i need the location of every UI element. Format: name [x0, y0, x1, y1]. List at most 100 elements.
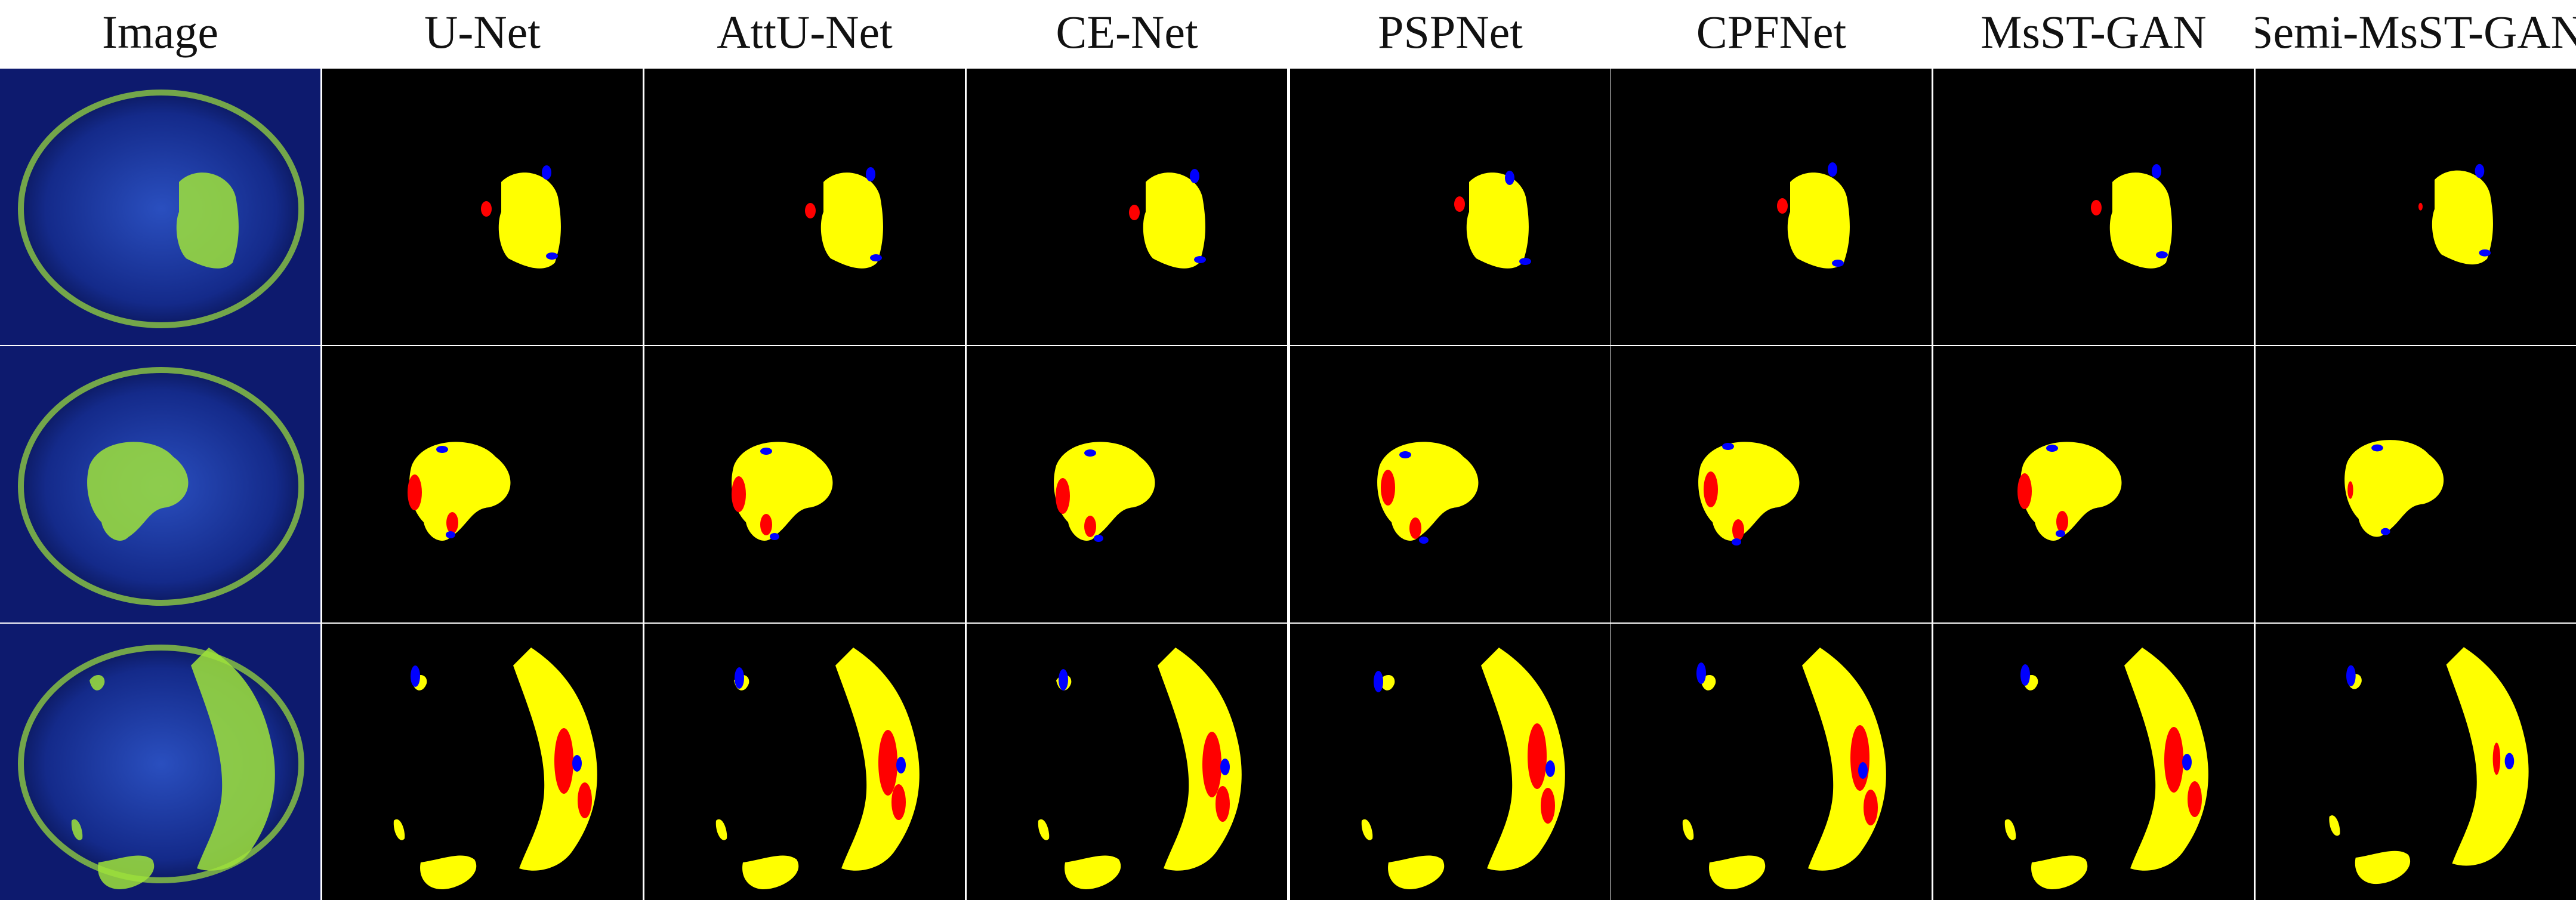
- false-positive-region: [481, 201, 492, 217]
- false-negative-region: [2479, 249, 2491, 257]
- true-positive-region: [1361, 648, 1565, 889]
- mask-row-1-col-1: [322, 69, 643, 345]
- column-header-3: CE-Net: [1056, 6, 1198, 58]
- false-negative-region: [572, 755, 582, 772]
- false-positive-region: [1864, 790, 1878, 825]
- false-positive-region: [2017, 473, 2032, 509]
- false-negative-region: [2346, 665, 2356, 686]
- column-header-5: CPFNet: [1696, 6, 1847, 58]
- false-positive-region: [2347, 481, 2353, 499]
- false-negative-region: [1732, 538, 1741, 546]
- column-header-0: Image: [102, 6, 218, 58]
- true-positive-region: [732, 442, 833, 541]
- false-negative-region: [2504, 753, 2515, 770]
- true-positive-region: [715, 648, 920, 889]
- false-negative-region: [436, 446, 448, 453]
- false-negative-region: [1828, 162, 1837, 177]
- column-header-4: PSPNet: [1378, 6, 1523, 58]
- mask-row-2-col-1: [322, 346, 643, 622]
- true-positive-region: [2004, 648, 2208, 889]
- false-positive-region: [1381, 470, 1395, 506]
- false-negative-region: [2056, 530, 2065, 537]
- mask-row-2-col-7: [2256, 346, 2576, 622]
- column-header-2: AttU-Net: [717, 6, 893, 58]
- false-positive-region: [1541, 788, 1555, 824]
- mask-row-2-col-6: [1933, 346, 2254, 622]
- false-positive-region: [760, 514, 772, 535]
- true-positive-region: [820, 172, 883, 269]
- false-positive-region: [1528, 723, 1547, 789]
- false-negative-region: [542, 165, 551, 180]
- mask-row-2-col-3: [967, 346, 1287, 622]
- true-positive-region: [1682, 648, 1886, 889]
- eyelid-stain-rim: [18, 367, 304, 606]
- false-positive-region: [2492, 742, 2501, 775]
- false-positive-region: [2164, 727, 2183, 793]
- false-positive-region: [1454, 196, 1465, 212]
- false-positive-region: [1732, 519, 1744, 541]
- true-positive-region: [2020, 442, 2122, 541]
- false-positive-region: [446, 512, 458, 534]
- mask-row-1-col-3: [967, 69, 1287, 345]
- fluorescein-stain: [71, 648, 275, 889]
- false-positive-region: [1409, 517, 1421, 539]
- true-positive-region: [393, 648, 597, 889]
- false-positive-region: [2091, 200, 2102, 215]
- true-positive-region: [498, 172, 561, 269]
- false-negative-region: [1194, 256, 1206, 263]
- false-negative-region: [1722, 443, 1734, 450]
- mask-row-2-col-5: [1611, 346, 1932, 622]
- false-negative-region: [1190, 169, 1199, 183]
- false-positive-region: [2056, 511, 2068, 532]
- false-positive-region: [805, 203, 816, 218]
- false-positive-region: [408, 474, 422, 510]
- false-negative-region: [1220, 759, 1230, 775]
- false-negative-region: [2020, 664, 2030, 686]
- false-positive-region: [1202, 732, 1221, 797]
- eye-image-row-3: [0, 624, 320, 900]
- mask-row-3-col-2: [644, 624, 965, 900]
- false-positive-region: [891, 784, 906, 820]
- column-header-6: MsST-GAN: [1980, 6, 2207, 58]
- mask-row-2-col-4: [1290, 346, 1611, 622]
- false-negative-region: [1696, 662, 1706, 684]
- mask-row-3-col-6: [1933, 624, 2254, 900]
- mask-row-3-col-4: [1290, 624, 1611, 900]
- eyelid-stain-rim: [18, 90, 304, 328]
- mask-row-3-col-5: [1611, 624, 1932, 900]
- cornea: [24, 95, 298, 322]
- false-negative-region: [896, 757, 906, 773]
- false-positive-region: [1704, 471, 1718, 507]
- false-negative-region: [1059, 669, 1068, 691]
- false-positive-region: [1777, 198, 1788, 214]
- false-negative-region: [411, 665, 420, 687]
- false-negative-region: [2380, 528, 2390, 535]
- true-positive-region: [1787, 172, 1850, 269]
- mask-row-3-col-1: [322, 624, 643, 900]
- false-positive-region: [1215, 786, 1230, 822]
- true-positive-region: [1466, 172, 1529, 269]
- true-positive-region: [1377, 442, 1479, 541]
- true-positive-region: [2329, 647, 2529, 884]
- false-negative-region: [2371, 444, 2383, 452]
- false-negative-region: [1419, 537, 1429, 544]
- true-positive-region: [409, 442, 511, 541]
- false-negative-region: [2182, 754, 2192, 771]
- fluorescein-stain: [176, 172, 239, 269]
- false-positive-region: [2188, 781, 2202, 817]
- column-header-7: Semi-MsST-GAN: [2256, 6, 2576, 58]
- eye-image-row-1: [0, 69, 320, 345]
- eye-image-row-2: [0, 346, 320, 622]
- mask-row-3-col-3: [967, 624, 1287, 900]
- mask-row-1-col-2: [644, 69, 965, 345]
- false-negative-region: [1832, 260, 1844, 267]
- false-positive-region: [732, 476, 746, 512]
- true-positive-region: [1038, 648, 1242, 889]
- mask-row-3-col-7: [2256, 624, 2576, 900]
- false-negative-region: [760, 448, 772, 455]
- true-positive-region: [1054, 442, 1155, 541]
- false-positive-region: [1850, 725, 1869, 791]
- false-positive-region: [554, 728, 573, 794]
- false-negative-region: [446, 531, 455, 538]
- false-negative-region: [2156, 251, 2168, 258]
